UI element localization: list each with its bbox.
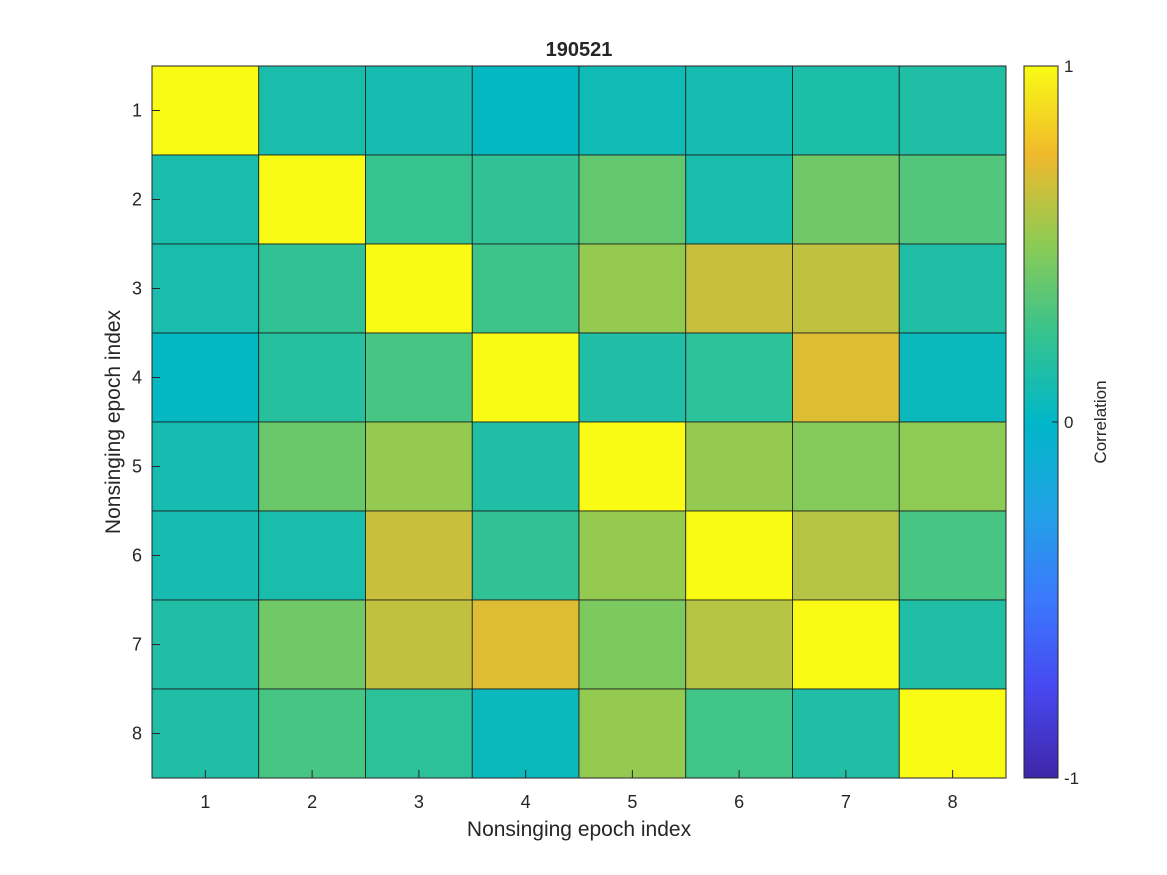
heatmap-cell-r4-c6: [685, 332, 793, 423]
y-tick-label: 8: [132, 724, 142, 744]
heatmap-cell-r5-c6: [685, 421, 793, 512]
heatmap-cell-r3-c4: [471, 243, 580, 334]
plot-frame: [151, 65, 1007, 779]
y-tick-label: 2: [132, 190, 142, 210]
heatmap-cell-r4-c2: [258, 332, 366, 423]
heatmap-cell-r1-c5: [578, 65, 687, 156]
heatmap-cell-r7-c1: [151, 599, 260, 690]
x-tick-label: 6: [734, 792, 744, 812]
heatmap-cell-r6-c5: [578, 510, 687, 601]
heatmap-cell-r3-c3: [365, 243, 473, 334]
heatmap-cell-r8-c7: [792, 688, 900, 779]
colorbar-tick-label: 1: [1064, 57, 1073, 76]
y-axis-ticks: 1 2 3 4 5 6 7 8: [132, 101, 160, 744]
heatmap-cell-r4-c8: [898, 332, 1007, 423]
heatmap-cell-r8-c6: [685, 688, 793, 779]
heatmap-cell-r2-c7: [792, 154, 900, 245]
heatmap-cell-r4-c1: [151, 332, 260, 423]
heatmap-cell-r6-c3: [365, 510, 473, 601]
heatmap-cell-r8-c5: [578, 688, 687, 779]
heatmap-cell-r2-c5: [578, 154, 687, 245]
heatmap-cell-r8-c8: [898, 688, 1007, 779]
heatmap-cell-r7-c7: [792, 599, 900, 690]
heatmap-cell-r1-c8: [898, 65, 1007, 156]
y-tick-label: 1: [132, 101, 142, 121]
heatmap-cell-r4-c7: [792, 332, 900, 423]
heatmap-cell-r8-c4: [471, 688, 580, 779]
heatmap-cell-r2-c6: [685, 154, 793, 245]
heatmap-cell-r6-c7: [792, 510, 900, 601]
heatmap-cell-r1-c7: [792, 65, 900, 156]
heatmap-cell-r3-c2: [258, 243, 366, 334]
heatmap-cell-r5-c2: [258, 421, 366, 512]
heatmap-cell-r5-c7: [792, 421, 900, 512]
heatmap-cell-r5-c3: [365, 421, 473, 512]
chart-title: 190521: [546, 39, 613, 61]
heatmap-cell-r6-c8: [898, 510, 1007, 601]
heatmap-cell-r2-c2: [258, 154, 366, 245]
x-tick-label: 5: [627, 792, 637, 812]
x-tick-label: 2: [307, 792, 317, 812]
heatmap-cell-r3-c6: [685, 243, 793, 334]
heatmap-cell-r3-c8: [898, 243, 1007, 334]
y-tick-label: 4: [132, 368, 142, 388]
y-axis-label: Nonsinging epoch index: [102, 309, 125, 534]
heatmap-cell-r2-c4: [471, 154, 580, 245]
heatmap-cell-r2-c8: [898, 154, 1007, 245]
heatmap-cell-r3-c1: [151, 243, 260, 334]
heatmap-cells: [151, 65, 1007, 779]
heatmap-cell-r3-c7: [792, 243, 900, 334]
x-axis-ticks: 1 2 3 4 5 6 7 8: [200, 770, 958, 812]
colorbar-label: Correlation: [1091, 380, 1110, 463]
y-tick-label: 6: [132, 546, 142, 566]
heatmap-cell-r5-c1: [151, 421, 260, 512]
heatmap-cell-r7-c8: [898, 599, 1007, 690]
colorbar-ticks: 1 0 -1: [1052, 57, 1079, 788]
heatmap-cell-r8-c3: [365, 688, 473, 779]
heatmap-cell-r7-c6: [685, 599, 793, 690]
y-tick-label: 7: [132, 635, 142, 655]
heatmap-cell-r6-c1: [151, 510, 260, 601]
heatmap-cell-r1-c4: [471, 65, 580, 156]
y-tick-label: 3: [132, 279, 142, 299]
heatmap-cell-r2-c1: [151, 154, 260, 245]
heatmap-cell-r1-c3: [365, 65, 473, 156]
x-tick-label: 3: [414, 792, 424, 812]
heatmap-cell-r1-c6: [685, 65, 793, 156]
heatmap-cell-r6-c4: [471, 510, 580, 601]
x-tick-label: 8: [948, 792, 958, 812]
x-tick-label: 7: [841, 792, 851, 812]
heatmap-cell-r3-c5: [578, 243, 687, 334]
colorbar-tick-label: -1: [1064, 769, 1079, 788]
heatmap-cell-r4-c5: [578, 332, 687, 423]
heatmap-cell-r6-c6: [685, 510, 793, 601]
colorbar-tick-label: 0: [1064, 413, 1073, 432]
heatmap-cell-r4-c4: [471, 332, 580, 423]
heatmap-cell-r7-c5: [578, 599, 687, 690]
heatmap-cell-r5-c8: [898, 421, 1007, 512]
heatmap-cell-r1-c2: [258, 65, 366, 156]
heatmap-cell-r7-c3: [365, 599, 473, 690]
x-axis-label: Nonsinging epoch index: [467, 818, 692, 841]
heatmap-cell-r6-c2: [258, 510, 366, 601]
heatmap-cell-r1-c1: [151, 65, 260, 156]
heatmap-cell-r5-c5: [578, 421, 687, 512]
heatmap-cell-r7-c2: [258, 599, 366, 690]
heatmap-cell-r8-c2: [258, 688, 366, 779]
x-tick-label: 4: [521, 792, 531, 812]
heatmap-cell-r5-c4: [471, 421, 580, 512]
heatmap-cell-r2-c3: [365, 154, 473, 245]
heatmap-cell-r7-c4: [471, 599, 580, 690]
heatmap-cell-r4-c3: [365, 332, 473, 423]
x-tick-label: 1: [200, 792, 210, 812]
heatmap-cell-r8-c1: [151, 688, 260, 779]
y-tick-label: 5: [132, 457, 142, 477]
